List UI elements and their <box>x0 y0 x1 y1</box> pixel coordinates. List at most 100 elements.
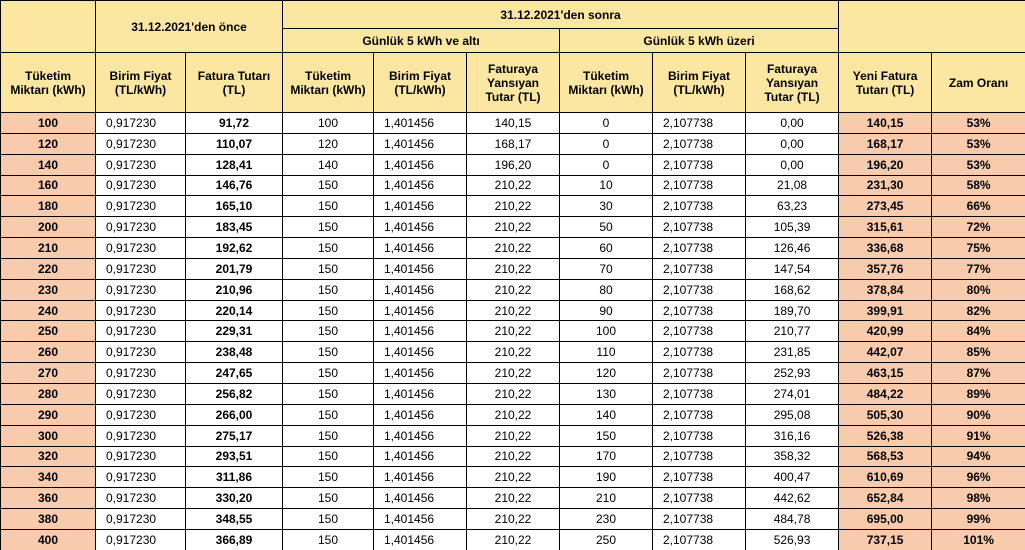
column-header: Zam Oranı <box>931 52 1025 113</box>
data-row: 400 0,917230 366,89 150 1,401456 210,22 250 2,1… <box>0 528 1025 550</box>
cell: 526,38 <box>838 424 933 447</box>
cell: 250 <box>559 528 653 550</box>
data-row: 220 0,917230 201,79 150 1,401456 210,22 70 2,10… <box>0 257 1025 280</box>
cell: 168,17 <box>838 132 933 155</box>
data-row: 320 0,917230 293,51 150 1,401456 210,22 170 2,1… <box>0 445 1025 468</box>
cell: 200 <box>0 216 96 239</box>
cell: 210,22 <box>466 341 560 364</box>
cell: 53% <box>931 153 1025 176</box>
header-cell: Günlük 5 kWh üzeri <box>558 28 840 53</box>
cell: 2,107738 <box>652 195 746 218</box>
cell: 72% <box>931 216 1025 239</box>
data-row: 280 0,917230 256,82 150 1,401456 210,22 130 2,1… <box>0 382 1025 405</box>
cell: 150 <box>282 362 374 384</box>
cell: 290 <box>0 403 96 426</box>
column-header: Fatura Tutarı (TL) <box>185 52 283 113</box>
cell: 2,107738 <box>652 216 746 239</box>
cell: 210,22 <box>466 320 560 343</box>
cell: 2,107738 <box>652 299 746 322</box>
cell: 2,107738 <box>652 341 746 364</box>
cell: 273,45 <box>838 195 933 218</box>
cell: 0,917230 <box>95 528 186 550</box>
cell: 2,107738 <box>652 278 746 301</box>
cell: 0,917230 <box>95 320 186 343</box>
cell: 140 <box>282 153 374 176</box>
cell: 256,82 <box>185 382 283 405</box>
cell: 0,917230 <box>95 216 186 239</box>
cell: 190 <box>559 466 653 489</box>
cell: 320 <box>0 445 96 468</box>
cell: 230 <box>559 508 653 530</box>
cell: 50 <box>559 216 653 239</box>
cell: 1,401456 <box>373 216 467 239</box>
cell: 91,72 <box>185 112 283 134</box>
cell: 128,41 <box>185 153 283 176</box>
cell: 2,107738 <box>652 382 746 405</box>
cell: 165,10 <box>185 195 283 218</box>
cell: 99% <box>931 508 1025 530</box>
cell: 0,917230 <box>95 299 186 322</box>
cell: 0,917230 <box>95 174 186 197</box>
cell: 1,401456 <box>373 528 467 550</box>
cell: 168,62 <box>744 278 840 301</box>
cell: 150 <box>282 195 374 218</box>
cell: 80 <box>559 278 653 301</box>
cell: 82% <box>931 299 1025 322</box>
data-row: 250 0,917230 229,31 150 1,401456 210,22 100 2,1… <box>0 320 1025 343</box>
cell: 357,76 <box>838 257 933 280</box>
cell: 2,107738 <box>652 132 746 155</box>
cell: 210,22 <box>466 362 560 384</box>
cell: 311,86 <box>185 466 283 489</box>
cell: 210,22 <box>466 424 560 447</box>
cell: 150 <box>282 466 374 489</box>
cell: 70 <box>559 257 653 280</box>
cell: 105,39 <box>744 216 840 239</box>
cell: 360 <box>0 487 96 510</box>
cell: 1,401456 <box>373 153 467 176</box>
cell: 420,99 <box>838 320 933 343</box>
cell: 100 <box>282 112 374 134</box>
cell: 0,917230 <box>95 132 186 155</box>
cell: 94% <box>931 445 1025 468</box>
cell: 2,107738 <box>652 362 746 384</box>
cell: 315,61 <box>838 216 933 239</box>
cell: 120 <box>282 132 374 155</box>
column-header: Birim Fiyat (TL/kWh) <box>373 52 467 113</box>
cell: 89% <box>931 382 1025 405</box>
cell: 526,93 <box>744 528 840 550</box>
cell: 100 <box>559 320 653 343</box>
cell: 210,22 <box>466 466 560 489</box>
cell: 0,917230 <box>95 382 186 405</box>
cell: 220 <box>0 257 96 280</box>
cell: 150 <box>282 320 374 343</box>
cell: 1,401456 <box>373 445 467 468</box>
cell: 2,107738 <box>652 528 746 550</box>
cell: 1,401456 <box>373 174 467 197</box>
cell: 0,917230 <box>95 237 186 259</box>
cell: 21,08 <box>744 174 840 197</box>
cell: 150 <box>282 216 374 239</box>
cell: 80% <box>931 278 1025 301</box>
cell: 110 <box>559 341 653 364</box>
data-row: 270 0,917230 247,65 150 1,401456 210,22 120 2,1… <box>0 362 1025 384</box>
cell: 140,15 <box>466 112 560 134</box>
cell: 0,917230 <box>95 278 186 301</box>
data-row: 100 0,917230 91,72 100 1,401456 140,15 0 2,1077… <box>0 112 1025 134</box>
cell: 84% <box>931 320 1025 343</box>
cell: 2,107738 <box>652 257 746 280</box>
cell: 2,107738 <box>652 445 746 468</box>
cell: 220,14 <box>185 299 283 322</box>
cell: 210 <box>0 237 96 259</box>
cell: 98% <box>931 487 1025 510</box>
cell: 260 <box>0 341 96 364</box>
cell: 340 <box>0 466 96 489</box>
cell: 0,917230 <box>95 445 186 468</box>
cell: 295,08 <box>744 403 840 426</box>
header-cell: Günlük 5 kWh ve altı <box>282 28 560 53</box>
cell: 150 <box>282 508 374 530</box>
cell: 126,46 <box>744 237 840 259</box>
cell: 0,917230 <box>95 424 186 447</box>
cell: 85% <box>931 341 1025 364</box>
cell: 110,07 <box>185 132 283 155</box>
